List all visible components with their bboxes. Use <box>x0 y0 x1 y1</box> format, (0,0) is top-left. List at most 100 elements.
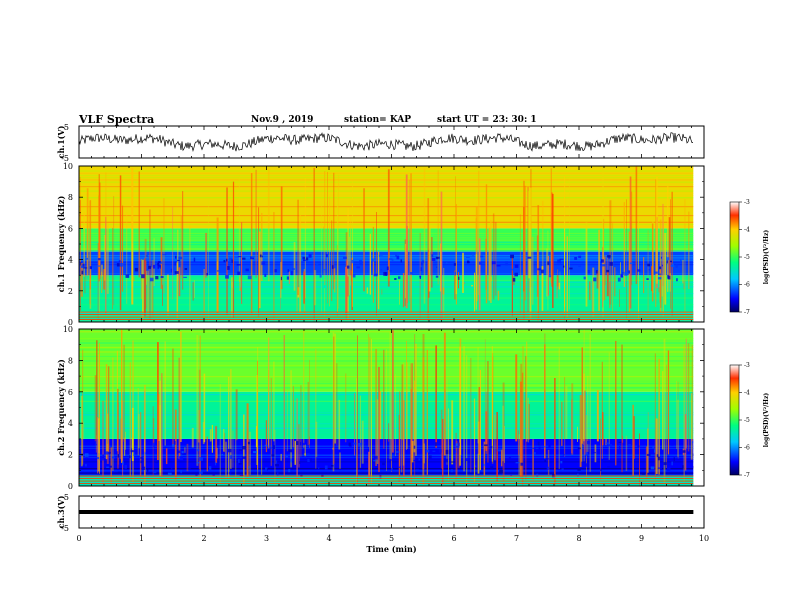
spectrogram-line <box>79 475 694 477</box>
spectrogram-streak <box>682 260 684 284</box>
spectrogram-streak <box>313 167 315 322</box>
spectrogram-streak <box>619 289 620 307</box>
spectrogram-streak <box>479 370 481 471</box>
spectrogram-streak <box>235 439 237 478</box>
spectrogram-speckle <box>514 264 519 268</box>
spectrogram-streak <box>455 176 456 285</box>
spectrogram-streak <box>406 362 408 449</box>
spectrogram-streak <box>333 172 335 290</box>
spectrogram-line <box>79 479 694 481</box>
spectrogram-streak <box>107 413 109 454</box>
spectrogram-streak <box>552 193 554 308</box>
spectrogram-speckle <box>489 446 493 449</box>
spectrogram-streak <box>304 178 306 299</box>
spectrogram-streak <box>189 225 191 312</box>
spectrogram-speckle <box>510 254 514 259</box>
spectrogram-speckle <box>583 276 586 280</box>
spectrogram-speckle <box>266 468 268 471</box>
spectrogram-streak <box>159 380 161 477</box>
spectrogram-speckle <box>532 447 536 449</box>
spectrogram-streak <box>349 269 352 276</box>
spectrogram-speckle <box>159 267 161 271</box>
spectrogram-streak <box>103 269 106 290</box>
spectrogram-streak <box>256 375 258 465</box>
spectrogram-speckle <box>349 445 352 447</box>
spectrogram-speckle <box>415 468 420 471</box>
spectrogram-streak <box>80 395 83 467</box>
spectrogram-streak <box>299 214 302 314</box>
spectrogram-streak <box>292 386 294 448</box>
spectrogram-streak <box>257 347 259 478</box>
spectrogram-streak <box>406 340 407 450</box>
spectrogram-streak <box>411 363 413 458</box>
spectrogram-speckle <box>216 270 219 272</box>
spectrogram-line <box>79 480 694 482</box>
spectrogram-speckle <box>675 264 678 268</box>
spectrogram-streak <box>137 388 139 456</box>
spectrogram-row <box>79 456 694 458</box>
colorbar <box>729 364 740 476</box>
spectrogram-streak <box>112 357 114 471</box>
spectrogram-streak <box>529 187 532 320</box>
spectrogram-streak <box>643 257 645 294</box>
spectrogram-speckle <box>291 271 293 276</box>
spectrogram-streak <box>612 221 614 319</box>
spectrogram-speckle <box>117 454 120 458</box>
spectrogram-streak <box>660 266 662 308</box>
spectrogram-streak <box>662 208 664 317</box>
spectrogram-speckle <box>559 258 564 260</box>
spectrogram-speckle <box>292 268 295 270</box>
spectrogram-streak <box>113 196 115 306</box>
spectrogram-speckle <box>413 459 417 462</box>
spectrogram-streak <box>531 236 534 305</box>
spectrogram-streak <box>225 441 227 479</box>
spectrogram-speckle <box>667 466 671 471</box>
spectrogram-speckle <box>418 458 420 461</box>
spectrogram-streak <box>304 453 306 456</box>
spectrogram-streak <box>622 435 624 443</box>
spectrogram-speckle <box>374 455 378 460</box>
spectrogram-row <box>79 194 694 197</box>
spectrogram-streak <box>99 342 100 474</box>
spectrogram-streak <box>478 238 481 311</box>
spectrogram-streak <box>192 282 194 301</box>
spectrogram-row <box>79 360 694 362</box>
spectrogram-streak <box>596 390 599 442</box>
spectrogram-streak <box>497 290 500 301</box>
spectrogram-streak <box>205 232 208 278</box>
colorbar-tick-label: -5 <box>744 417 750 424</box>
spectrogram-streak <box>280 453 282 461</box>
spectrogram-streak <box>337 188 338 314</box>
spectrogram-speckle <box>287 269 289 273</box>
spectrogram-streak <box>684 414 687 471</box>
spectrogram-streak <box>132 276 135 282</box>
spectrogram-speckle <box>285 456 289 458</box>
x-tick-label: 4 <box>326 534 331 543</box>
spectrogram-row <box>79 400 694 402</box>
ch1-spectrogram-panel: 0 2 4 6 8 10 ch.1 Frequency (kHz) -3 -4 -5 -6 -7 log… <box>56 162 770 327</box>
spectrogram-speckle <box>577 447 581 450</box>
spectrogram-streak <box>458 272 459 289</box>
spectrogram-streak <box>502 382 505 481</box>
spectrogram-speckle <box>637 269 641 272</box>
spectrogram-row <box>79 241 694 243</box>
spectrogram-streak <box>131 437 134 449</box>
spectrogram-speckle <box>667 275 671 280</box>
spectrogram-streak <box>655 418 658 475</box>
spectrogram-speckle <box>435 275 439 278</box>
ch1-voltage-ylabel: ch.1(V) <box>56 125 66 158</box>
spectrogram-speckle <box>98 258 101 261</box>
spectrogram-speckle <box>182 453 187 455</box>
spectrogram-streak <box>232 181 235 318</box>
spectrogram-speckle <box>140 460 142 464</box>
spectrogram-streak <box>632 404 634 476</box>
spectrogram-streak <box>249 431 251 475</box>
spectrogram-streak <box>690 393 693 460</box>
spectrogram-speckle <box>451 461 455 463</box>
spectrogram-speckle <box>116 263 120 267</box>
spectrogram-streak <box>324 171 326 285</box>
spectrogram-line <box>79 478 694 479</box>
spectrogram-streak <box>122 205 124 292</box>
spectrogram-streak <box>94 375 97 442</box>
spectrogram-streak <box>556 277 558 299</box>
